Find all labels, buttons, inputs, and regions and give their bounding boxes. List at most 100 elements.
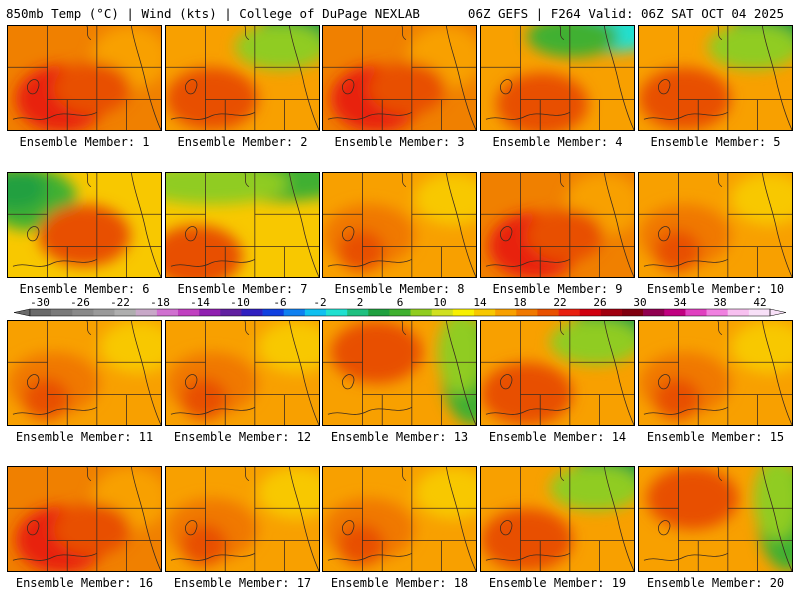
colorbar-segment — [114, 309, 137, 316]
state-boundaries — [639, 321, 792, 425]
colorbar-segment — [135, 309, 158, 316]
ensemble-member-4-map — [480, 25, 635, 131]
colorbar-segment — [727, 309, 750, 316]
colorbar-segment — [220, 309, 242, 316]
colorbar-tick-label: 26 — [593, 296, 606, 309]
member-number: 6 — [142, 282, 150, 296]
colorbar-segment — [558, 309, 581, 316]
temperature-shading — [330, 321, 423, 384]
member-label-prefix: Ensemble Member: — [492, 282, 616, 296]
colorbar-tick-label: 10 — [433, 296, 446, 309]
header-left-title: 850mb Temp (°C) | Wind (kts) | College o… — [6, 6, 420, 21]
colorbar-right-arrow — [769, 308, 787, 317]
ensemble-member-19-map — [480, 466, 635, 572]
temperature-shading — [257, 467, 319, 519]
state-boundaries — [166, 173, 319, 277]
member-label-prefix: Ensemble Member: — [330, 430, 454, 444]
colorbar-segment — [664, 309, 686, 316]
member-label-prefix: Ensemble Member: — [177, 282, 301, 296]
colorbar-segment — [410, 309, 433, 316]
member-number: 20 — [769, 576, 785, 590]
temperature-shading — [639, 67, 731, 130]
ensemble-member-label: Ensemble Member: 10 — [638, 282, 793, 296]
temperature-shading — [526, 26, 619, 58]
temperature-shading — [166, 225, 243, 277]
temperature-shading — [38, 204, 131, 267]
colorbar-tick-label: 22 — [553, 296, 566, 309]
colorbar-left-arrow — [13, 308, 31, 317]
state-boundaries — [166, 26, 319, 130]
colorbar-tick-label: -2 — [313, 296, 326, 309]
ensemble-member-17-map — [165, 466, 320, 572]
ensemble-member-6-map — [7, 172, 162, 278]
temperature-shading — [437, 321, 476, 394]
colorbar-segment — [199, 309, 221, 316]
member-number: 3 — [457, 135, 465, 149]
member-label-prefix: Ensemble Member: — [15, 430, 139, 444]
colorbar-tick-label: -6 — [273, 296, 286, 309]
colorbar-tick-label: 6 — [397, 296, 404, 309]
colorbar-segment — [495, 309, 517, 316]
member-label-prefix: Ensemble Member: — [19, 282, 143, 296]
colorbar-segment — [156, 309, 179, 316]
ensemble-member-label: Ensemble Member: 14 — [480, 430, 635, 444]
state-boundaries — [166, 467, 319, 571]
colorbar-tick-label: 2 — [357, 296, 364, 309]
ensemble-member-label: Ensemble Member: 19 — [480, 576, 635, 590]
ensemble-member-3-map — [322, 25, 477, 131]
temperature-shading — [257, 321, 319, 373]
colorbar-tick-label: 30 — [633, 296, 646, 309]
member-label-prefix: Ensemble Member: — [650, 135, 774, 149]
ensemble-member-label: Ensemble Member: 8 — [322, 282, 477, 296]
colorbar-segment — [262, 309, 285, 316]
temperature-shading — [368, 62, 446, 115]
ensemble-member-label: Ensemble Member: 3 — [322, 135, 477, 149]
temperature-shading — [481, 362, 573, 425]
state-boundaries — [8, 26, 161, 130]
ensemble-member-label: Ensemble Member: 5 — [638, 135, 793, 149]
colorbar-tick-label: -14 — [190, 296, 210, 309]
colorbar-segment — [685, 309, 707, 316]
member-label-prefix: Ensemble Member: — [173, 576, 297, 590]
member-number: 16 — [138, 576, 154, 590]
colorbar-segment — [474, 309, 496, 316]
state-boundaries — [481, 26, 634, 130]
ensemble-member-13-map — [322, 320, 477, 426]
member-number: 14 — [611, 430, 627, 444]
temperature-shading — [99, 321, 161, 373]
ensemble-member-label: Ensemble Member: 11 — [7, 430, 162, 444]
member-label-prefix: Ensemble Member: — [646, 430, 770, 444]
state-boundaries — [639, 26, 792, 130]
ensemble-member-1-map — [7, 25, 162, 131]
ensemble-member-label: Ensemble Member: 20 — [638, 576, 793, 590]
member-label-prefix: Ensemble Member: — [488, 430, 612, 444]
temperature-shading — [526, 209, 604, 262]
ensemble-member-9-map — [480, 172, 635, 278]
state-boundaries — [8, 173, 161, 277]
colorbar-tick-label: -30 — [30, 296, 50, 309]
temperature-shading — [53, 503, 131, 556]
member-label-prefix: Ensemble Member: — [646, 282, 770, 296]
member-number: 11 — [138, 430, 154, 444]
colorbar-segment — [347, 309, 369, 316]
temperature-shading — [414, 467, 476, 519]
member-number: 19 — [611, 576, 627, 590]
header-right-title: 06Z GEFS | F264 Valid: 06Z SAT OCT 04 20… — [467, 6, 784, 21]
ensemble-member-11-map — [7, 320, 162, 426]
member-number: 7 — [300, 282, 308, 296]
ensemble-member-2-map — [165, 25, 320, 131]
ensemble-member-7-map — [165, 172, 320, 278]
colorbar-tick-label: 42 — [753, 296, 766, 309]
ensemble-member-label: Ensemble Member: 16 — [7, 576, 162, 590]
member-number: 4 — [615, 135, 623, 149]
state-boundaries — [323, 173, 476, 277]
state-boundaries — [639, 467, 792, 571]
colorbar-segment — [51, 309, 73, 316]
member-number: 1 — [142, 135, 150, 149]
state-boundaries — [8, 467, 161, 571]
colorbar-segment — [516, 309, 538, 316]
temperature-shading — [496, 72, 589, 130]
ensemble-member-label: Ensemble Member: 9 — [480, 282, 635, 296]
colorbar-segment — [706, 309, 729, 316]
ensemble-member-5-map — [638, 25, 793, 131]
